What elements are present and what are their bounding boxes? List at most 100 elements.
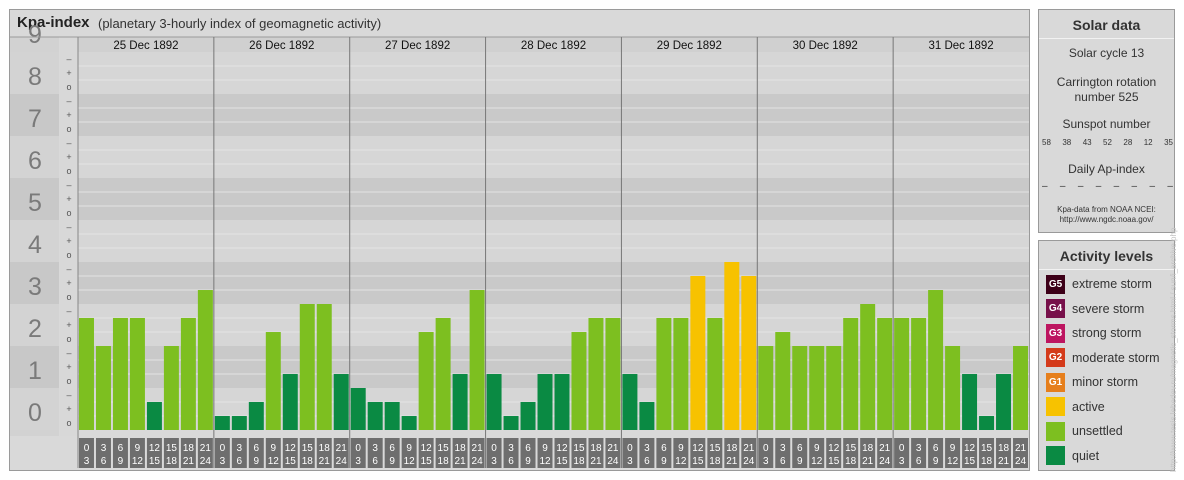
kp-bar — [843, 317, 859, 430]
hour-label-box — [79, 438, 94, 468]
hour-start-label: 6 — [797, 443, 803, 454]
kp-bar — [775, 332, 791, 430]
ap-value: – — [1095, 181, 1102, 192]
hour-start-label: 15 — [573, 443, 585, 454]
ap-value: – — [1113, 181, 1120, 192]
hour-start-label: 0 — [763, 443, 769, 454]
kp-bar — [435, 317, 451, 430]
legend-label: extreme storm — [1072, 277, 1152, 291]
hour-start-label: 0 — [627, 443, 633, 454]
hour-start-label: 18 — [183, 443, 195, 454]
hour-end-label: 12 — [811, 456, 823, 467]
day-label: 29 Dec 1892 — [657, 40, 722, 52]
hour-label-box — [265, 438, 281, 468]
y-minor-tick-label: o — [66, 166, 71, 176]
y-axis-band — [10, 220, 59, 262]
kp-bar — [979, 416, 995, 430]
hour-start-label: 18 — [726, 443, 738, 454]
hour-start-label: 9 — [135, 443, 141, 454]
hour-label-box — [282, 438, 298, 468]
hour-label-box — [452, 438, 468, 468]
hour-end-label: 6 — [780, 456, 786, 467]
hour-end-label: 3 — [355, 456, 361, 467]
hour-end-label: 3 — [899, 456, 905, 467]
kp-bar — [418, 332, 434, 430]
ap-value: – — [1077, 181, 1084, 192]
background-band — [78, 136, 1029, 178]
hour-end-label: 3 — [763, 456, 769, 467]
hour-start-label: 21 — [1015, 443, 1027, 454]
y-axis-band — [10, 346, 59, 388]
hour-label-box — [911, 438, 927, 468]
hour-start-label: 0 — [491, 443, 497, 454]
kp-bar — [384, 401, 400, 430]
kp-bar — [180, 317, 196, 430]
hour-label-box — [860, 438, 876, 468]
y-minor-tick-label: + — [66, 278, 71, 288]
y-minor-tick-label: o — [66, 376, 71, 386]
chart-title-bar: Kpa-index (planetary 3-hourly index of g… — [9, 10, 1029, 36]
hour-start-label: 6 — [525, 443, 531, 454]
hour-label-box — [843, 438, 859, 468]
hour-end-label: 24 — [879, 456, 891, 467]
hour-start-label: 9 — [271, 443, 277, 454]
hour-end-label: 9 — [118, 456, 124, 467]
hour-end-label: 12 — [675, 456, 687, 467]
hour-end-label: 21 — [183, 456, 195, 467]
hour-label-box — [622, 438, 638, 468]
kp-bar — [605, 317, 621, 430]
y-minor-tick-label: o — [66, 292, 71, 302]
hour-end-label: 6 — [101, 456, 107, 467]
kp-bar — [996, 374, 1012, 430]
kp-bar — [95, 346, 111, 430]
legend-label: severe storm — [1072, 301, 1145, 316]
kp-bar — [129, 317, 145, 430]
hour-label-box — [520, 438, 536, 468]
y-minor-tick-label: o — [66, 334, 71, 344]
hour-start-label: 0 — [899, 443, 905, 454]
y-axis-band — [10, 94, 59, 136]
hour-start-label: 15 — [845, 443, 857, 454]
sunspot-label: Sunspot number — [1062, 117, 1151, 131]
background-band — [78, 94, 1029, 136]
kp-bar — [282, 374, 298, 430]
hour-start-label: 3 — [237, 443, 243, 454]
kp-bar — [469, 290, 485, 430]
legend-label: moderate storm — [1072, 350, 1160, 365]
y-minor-tick-label: + — [66, 404, 71, 414]
hour-label-box — [503, 438, 519, 468]
hour-start-label: 9 — [678, 443, 684, 454]
hour-label-box — [639, 438, 655, 468]
legend-label: active — [1072, 399, 1105, 414]
hour-start-label: 12 — [828, 443, 840, 454]
credit-text: http://www.tesis.lebedev.ru/magnetic_sto… — [1169, 227, 1178, 472]
ap-value: – — [1131, 181, 1138, 192]
kp-bar — [265, 332, 281, 430]
kp-bar — [452, 374, 468, 430]
hour-end-label: 12 — [947, 456, 959, 467]
y-tick-label: 3 — [28, 273, 42, 301]
hour-label-box — [384, 438, 400, 468]
kp-bar — [877, 317, 893, 430]
kp-bar — [724, 262, 740, 430]
background-band — [78, 52, 1029, 94]
hour-start-label: 12 — [421, 443, 433, 454]
y-minor-tick-label: o — [66, 208, 71, 218]
kp-bar — [741, 275, 757, 430]
hour-label-box — [673, 438, 689, 468]
y-minor-tick-label: – — [66, 138, 71, 148]
hour-label-box — [945, 438, 961, 468]
kp-bar — [758, 346, 774, 430]
kp-bar — [316, 304, 332, 430]
day-label: 31 Dec 1892 — [928, 40, 993, 52]
hour-start-label: 12 — [149, 443, 161, 454]
hour-label-box — [299, 438, 315, 468]
hour-label-box — [1013, 438, 1028, 468]
hour-start-label: 15 — [302, 443, 314, 454]
legend-swatch: G4 — [1046, 299, 1065, 318]
background-band — [78, 262, 1029, 304]
carrington-line2: number 525 — [1074, 90, 1139, 104]
hour-label-box — [367, 438, 383, 468]
y-minor-tick-label: + — [66, 68, 71, 78]
hour-end-label: 9 — [389, 456, 395, 467]
